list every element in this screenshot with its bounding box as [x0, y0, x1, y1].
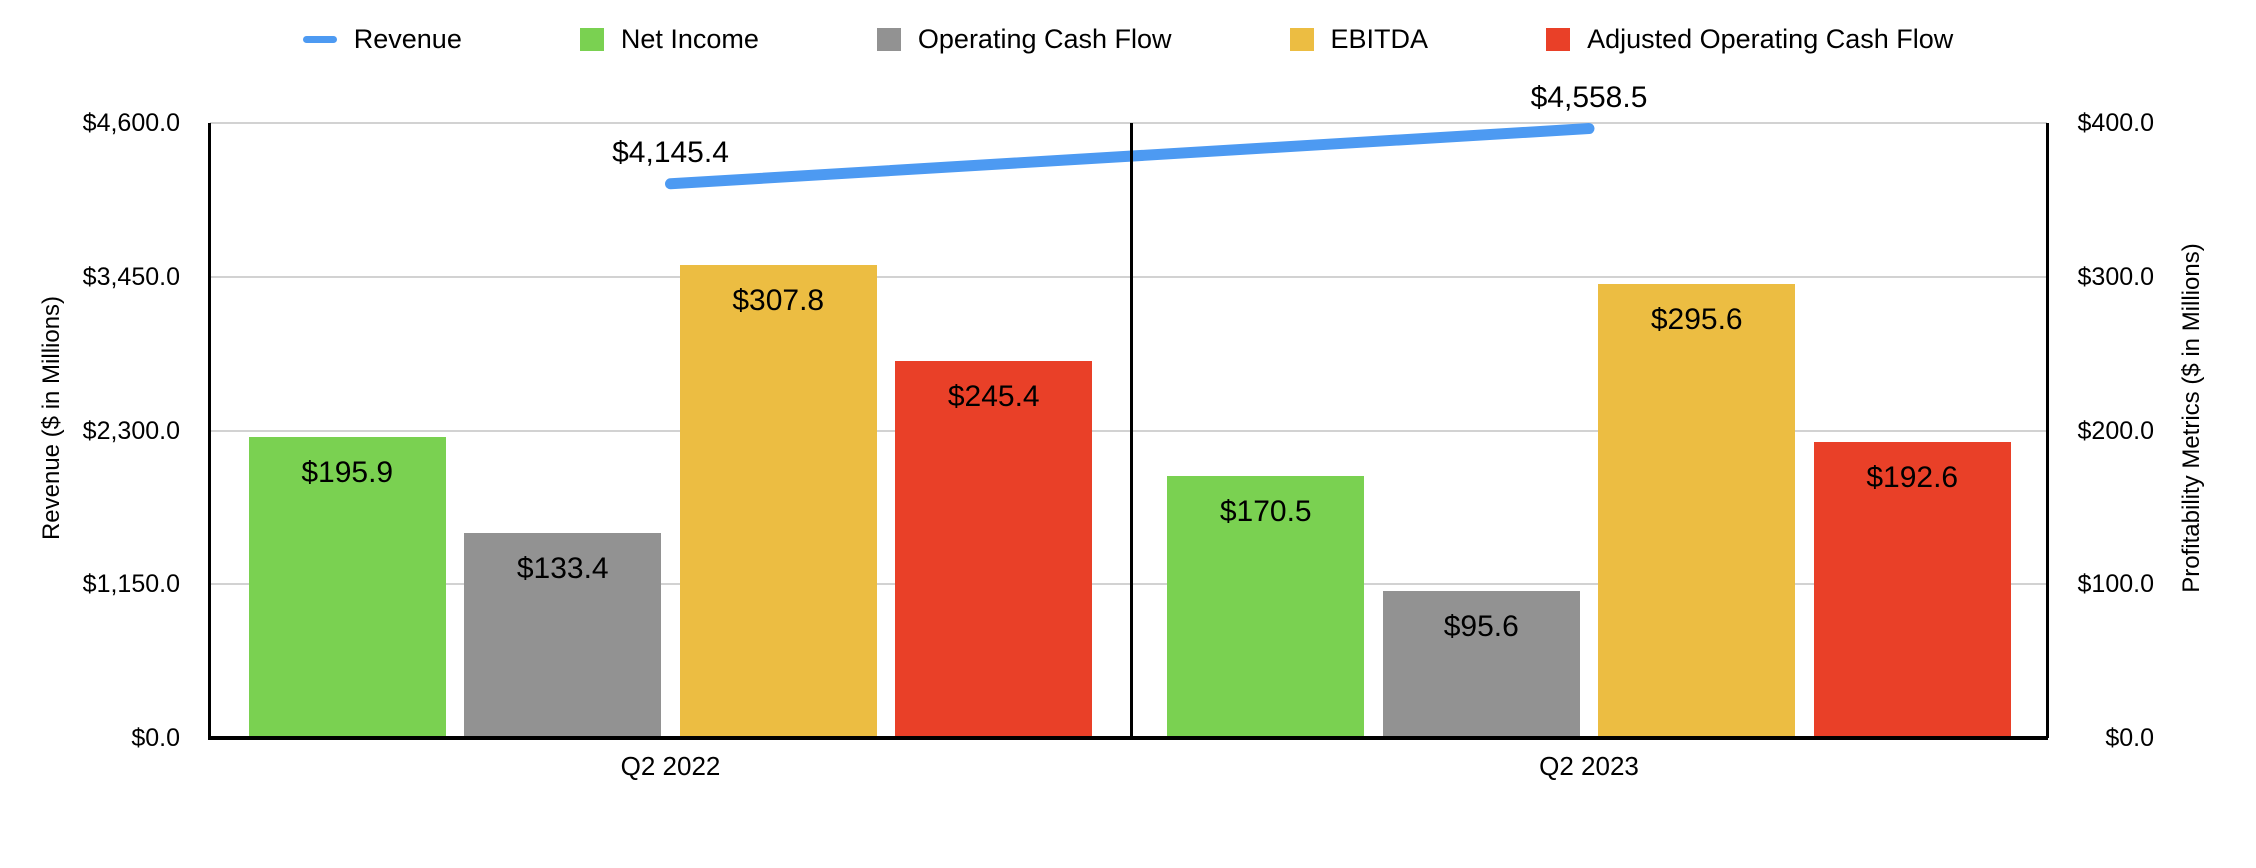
gridline	[210, 275, 2047, 278]
legend-square-marker-icon	[876, 28, 901, 51]
bar-value-label: $295.6	[1650, 302, 1743, 336]
right-axis-tick-label: $0.0	[2105, 724, 2154, 752]
bar-value-label: $195.9	[301, 455, 394, 489]
line-value-label: $4,558.5	[1530, 80, 1648, 114]
right-axis-title: Profitability Metrics ($ in Millions)	[2178, 243, 2205, 593]
left-axis-tick-label: $2,300.0	[82, 416, 180, 445]
bar-value-label: $192.6	[1866, 460, 1959, 494]
right-axis-tick-label: $400.0	[2077, 109, 2154, 137]
category-label: Q2 2022	[620, 751, 721, 781]
legend-item-label: Net Income	[620, 24, 759, 54]
legend-item-label: EBITDA	[1330, 24, 1429, 54]
gridline	[210, 583, 2047, 586]
left-axis-line	[208, 123, 211, 738]
bar-operating-cash-flow-q2-2022	[464, 532, 662, 738]
left-axis-tick-label: $4,600.0	[82, 109, 180, 137]
bar-operating-cash-flow-q2-2023	[1382, 591, 1580, 738]
legend-item-label: Revenue	[353, 24, 462, 54]
bar-net-income-q2-2023	[1167, 475, 1365, 738]
line-value-label: $4,145.4	[612, 135, 729, 169]
bar-value-label: $170.5	[1219, 494, 1312, 528]
legend-item-revenue: Revenue	[302, 24, 462, 54]
legend-item-label: Operating Cash Flow	[917, 24, 1172, 54]
bar-value-label: $307.8	[732, 283, 825, 317]
bar-value-label: $133.4	[516, 551, 609, 585]
bar-value-label: $245.4	[947, 379, 1040, 413]
bottom-axis-line	[208, 736, 2048, 740]
left-axis-tick-label: $0.0	[131, 724, 180, 752]
right-axis-tick-label: $100.0	[2077, 570, 2154, 599]
legend-item-net-income: Net Income	[579, 24, 759, 54]
bar-adjusted-operating-cash-flow-q2-2023	[1813, 441, 2011, 738]
gridline	[210, 429, 2047, 432]
bar-ebitda-q2-2023	[1598, 283, 1796, 738]
legend-square-marker-icon	[1546, 28, 1571, 51]
legend-line-marker-icon	[302, 36, 337, 43]
gridline	[210, 122, 2047, 124]
legend-item-adjusted-operating-cash-flow: Adjusted Operating Cash Flow	[1546, 26, 1953, 53]
legend-item-ebitda: EBITDA	[1289, 24, 1429, 54]
right-axis-line	[2046, 123, 2049, 738]
legend-item-label: Adjusted Operating Cash Flow	[1587, 24, 1954, 54]
category-divider-line	[1130, 123, 1133, 738]
legend-square-marker-icon	[1289, 28, 1314, 51]
left-axis-tick-label: $1,150.0	[82, 570, 180, 599]
legend-item-operating-cash-flow: Operating Cash Flow	[876, 24, 1172, 54]
right-axis-tick-label: $300.0	[2077, 262, 2154, 291]
bar-net-income-q2-2022	[248, 436, 446, 738]
category-label: Q2 2023	[1539, 751, 1639, 781]
legend-square-marker-icon	[579, 28, 604, 51]
left-axis-tick-label: $3,450.0	[82, 262, 180, 291]
right-axis-tick-label: $200.0	[2077, 416, 2154, 445]
left-axis-title: Revenue ($ in Millions)	[38, 295, 65, 541]
bar-value-label: $95.6	[1443, 610, 1519, 643]
bar-adjusted-operating-cash-flow-q2-2022	[895, 360, 1093, 738]
bar-ebitda-q2-2022	[679, 264, 877, 738]
chart-legend: Revenue Net Income Operating Cash Flow EBIT…	[0, 26, 2256, 53]
